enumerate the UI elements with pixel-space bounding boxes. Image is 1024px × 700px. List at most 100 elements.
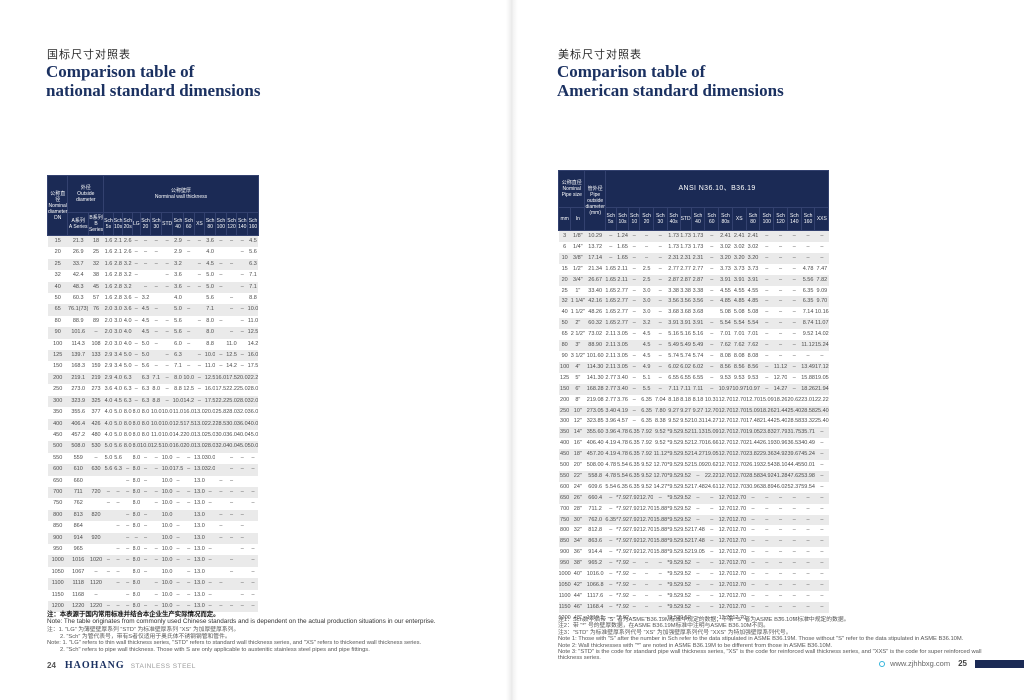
- table-cell: –: [658, 276, 662, 283]
- table-cell: 426: [91, 420, 101, 427]
- table-cell: 711.2: [588, 505, 602, 512]
- table-cell: 10.31: [704, 396, 719, 403]
- table-row: 550 559–5.0 5.6 8.0– –10.0– –13.0 30.0– – –: [47, 452, 259, 465]
- table-cell: 12.70: [718, 451, 733, 458]
- table-cell: 14.2: [172, 431, 184, 438]
- table-cell: –: [806, 571, 810, 578]
- table-row: 50 60.3 57 1.6 2.8 3.6–3.2 4.0 5.6–8.8: [47, 293, 259, 305]
- table-cell: 3.68: [668, 309, 679, 316]
- table-cell: [237, 567, 248, 578]
- table-cell: [183, 521, 194, 532]
- table-cell: 3.96: [605, 418, 617, 425]
- table-cell: –: [251, 545, 255, 552]
- table-cell: –: [208, 557, 212, 564]
- table-cell: 4.19: [617, 407, 628, 414]
- table-cell: –: [751, 571, 755, 578]
- table-cell: 9.52: [802, 331, 814, 338]
- table-cell: 5.0: [114, 409, 122, 416]
- table-cell: 34.92: [773, 451, 788, 458]
- table-cell: –: [94, 568, 98, 575]
- table-cell: 12.70: [718, 440, 733, 447]
- table-cell: –: [710, 603, 714, 610]
- table-cell: 12.70: [718, 418, 733, 425]
- table-cell: 41.28: [773, 472, 788, 479]
- table-cell: –: [176, 477, 180, 484]
- table-cell: [151, 270, 162, 281]
- table-cell: 2.8: [114, 283, 122, 290]
- table-row: 100 4" 114.30 2.11 3.05–4.9–6.02 6.02 6.02–8.5…: [558, 361, 829, 373]
- table-cell: 7.11: [668, 385, 679, 392]
- table-cell: 17.5: [183, 420, 195, 427]
- table-cell: 3.05: [617, 331, 628, 338]
- table-cell: 2.77: [692, 265, 704, 272]
- table-cell: –: [658, 233, 662, 239]
- table-cell: –: [219, 272, 223, 279]
- table-cell: –: [165, 329, 169, 336]
- table-cell: –: [645, 571, 649, 578]
- table-cell: 5.0: [141, 340, 150, 347]
- table-cell: –: [154, 466, 158, 473]
- table-cell: 17.5: [172, 466, 184, 473]
- table-cell: –: [106, 500, 110, 507]
- table-cell: 90: [561, 352, 568, 359]
- sch-col-header: XS: [731, 207, 747, 231]
- table-cell: 9.27: [668, 407, 679, 414]
- table-cell: –: [116, 545, 120, 552]
- table-cell: [104, 533, 114, 544]
- table-cell: [183, 316, 194, 327]
- table-cell: –: [765, 254, 769, 261]
- table-cell: 6.35: [617, 483, 628, 490]
- table-cell: –: [658, 342, 662, 349]
- table-cell: 2.77: [668, 265, 679, 272]
- table-cell: 530: [91, 443, 101, 450]
- table-cell: –: [792, 331, 796, 338]
- table-cell: 13.0: [194, 603, 205, 609]
- table-cell: –: [806, 505, 810, 512]
- table-cell: 600: [53, 466, 63, 473]
- table-cell: –: [645, 560, 649, 567]
- table-cell: 10.97: [718, 385, 733, 392]
- table-cell: [226, 521, 237, 532]
- table-cell: –: [154, 488, 158, 495]
- table-cell: 2.11: [617, 276, 628, 283]
- table-cell: –: [187, 500, 191, 507]
- table-cell: [113, 476, 123, 487]
- table-row: 650 26" 660.4– *7.92 7.92 12.70– *9.52 9.52– –12…: [558, 492, 829, 504]
- table-cell: 3.91: [692, 320, 704, 327]
- table-cell: 2.77: [617, 298, 628, 305]
- table-cell: 6.3: [123, 386, 132, 393]
- table-cell: 6.35: [628, 483, 640, 490]
- table-cell: 15.88: [653, 549, 668, 556]
- table-cell: 7.82: [816, 276, 828, 283]
- table-cell: 900: [53, 534, 63, 541]
- table-cell: 3.68: [680, 309, 691, 316]
- sch-col-header: LG: [132, 212, 141, 236]
- table-cell: 10.0: [150, 420, 162, 427]
- table-cell: –: [240, 488, 244, 495]
- table-cell: 1067: [72, 568, 85, 575]
- table-cell: 12.70: [773, 374, 788, 381]
- table-row: 1050 1067– – –8.0–10.0–13.0– –: [47, 566, 259, 579]
- table-cell: 273: [91, 386, 101, 393]
- table-cell: –: [176, 454, 180, 461]
- table-cell: 3.38: [692, 287, 704, 294]
- table-cell: –: [710, 560, 714, 567]
- table-cell: 24.61: [704, 483, 719, 490]
- table-cell: 2.31: [668, 254, 679, 261]
- table-cell: –: [710, 538, 714, 545]
- table-cell: 48.26: [588, 309, 603, 316]
- table-cell: [113, 533, 123, 544]
- table-row: 400 406.4 426 4.0 5.0 8.0 8.0 8.0 10.0 10.0 12.5 17…: [47, 418, 259, 430]
- unit-col-header: mm: [557, 207, 572, 231]
- table-cell: 6.3: [114, 466, 122, 473]
- table-cell: 900: [560, 549, 570, 556]
- table-cell: 7.11: [692, 385, 704, 392]
- table-cell: –: [176, 603, 180, 609]
- table-row: 15 21.3 18 1.6 2.1 2.6– – – –2.9– –3.6– – –4.5: [47, 235, 259, 248]
- table-cell: 25: [92, 249, 100, 256]
- table-cell: 1220: [89, 603, 103, 609]
- table-cell: 4.0: [104, 431, 113, 438]
- table-cell: –: [779, 298, 783, 305]
- table-cell: –: [197, 317, 201, 324]
- table-cell: 13.0: [194, 557, 205, 564]
